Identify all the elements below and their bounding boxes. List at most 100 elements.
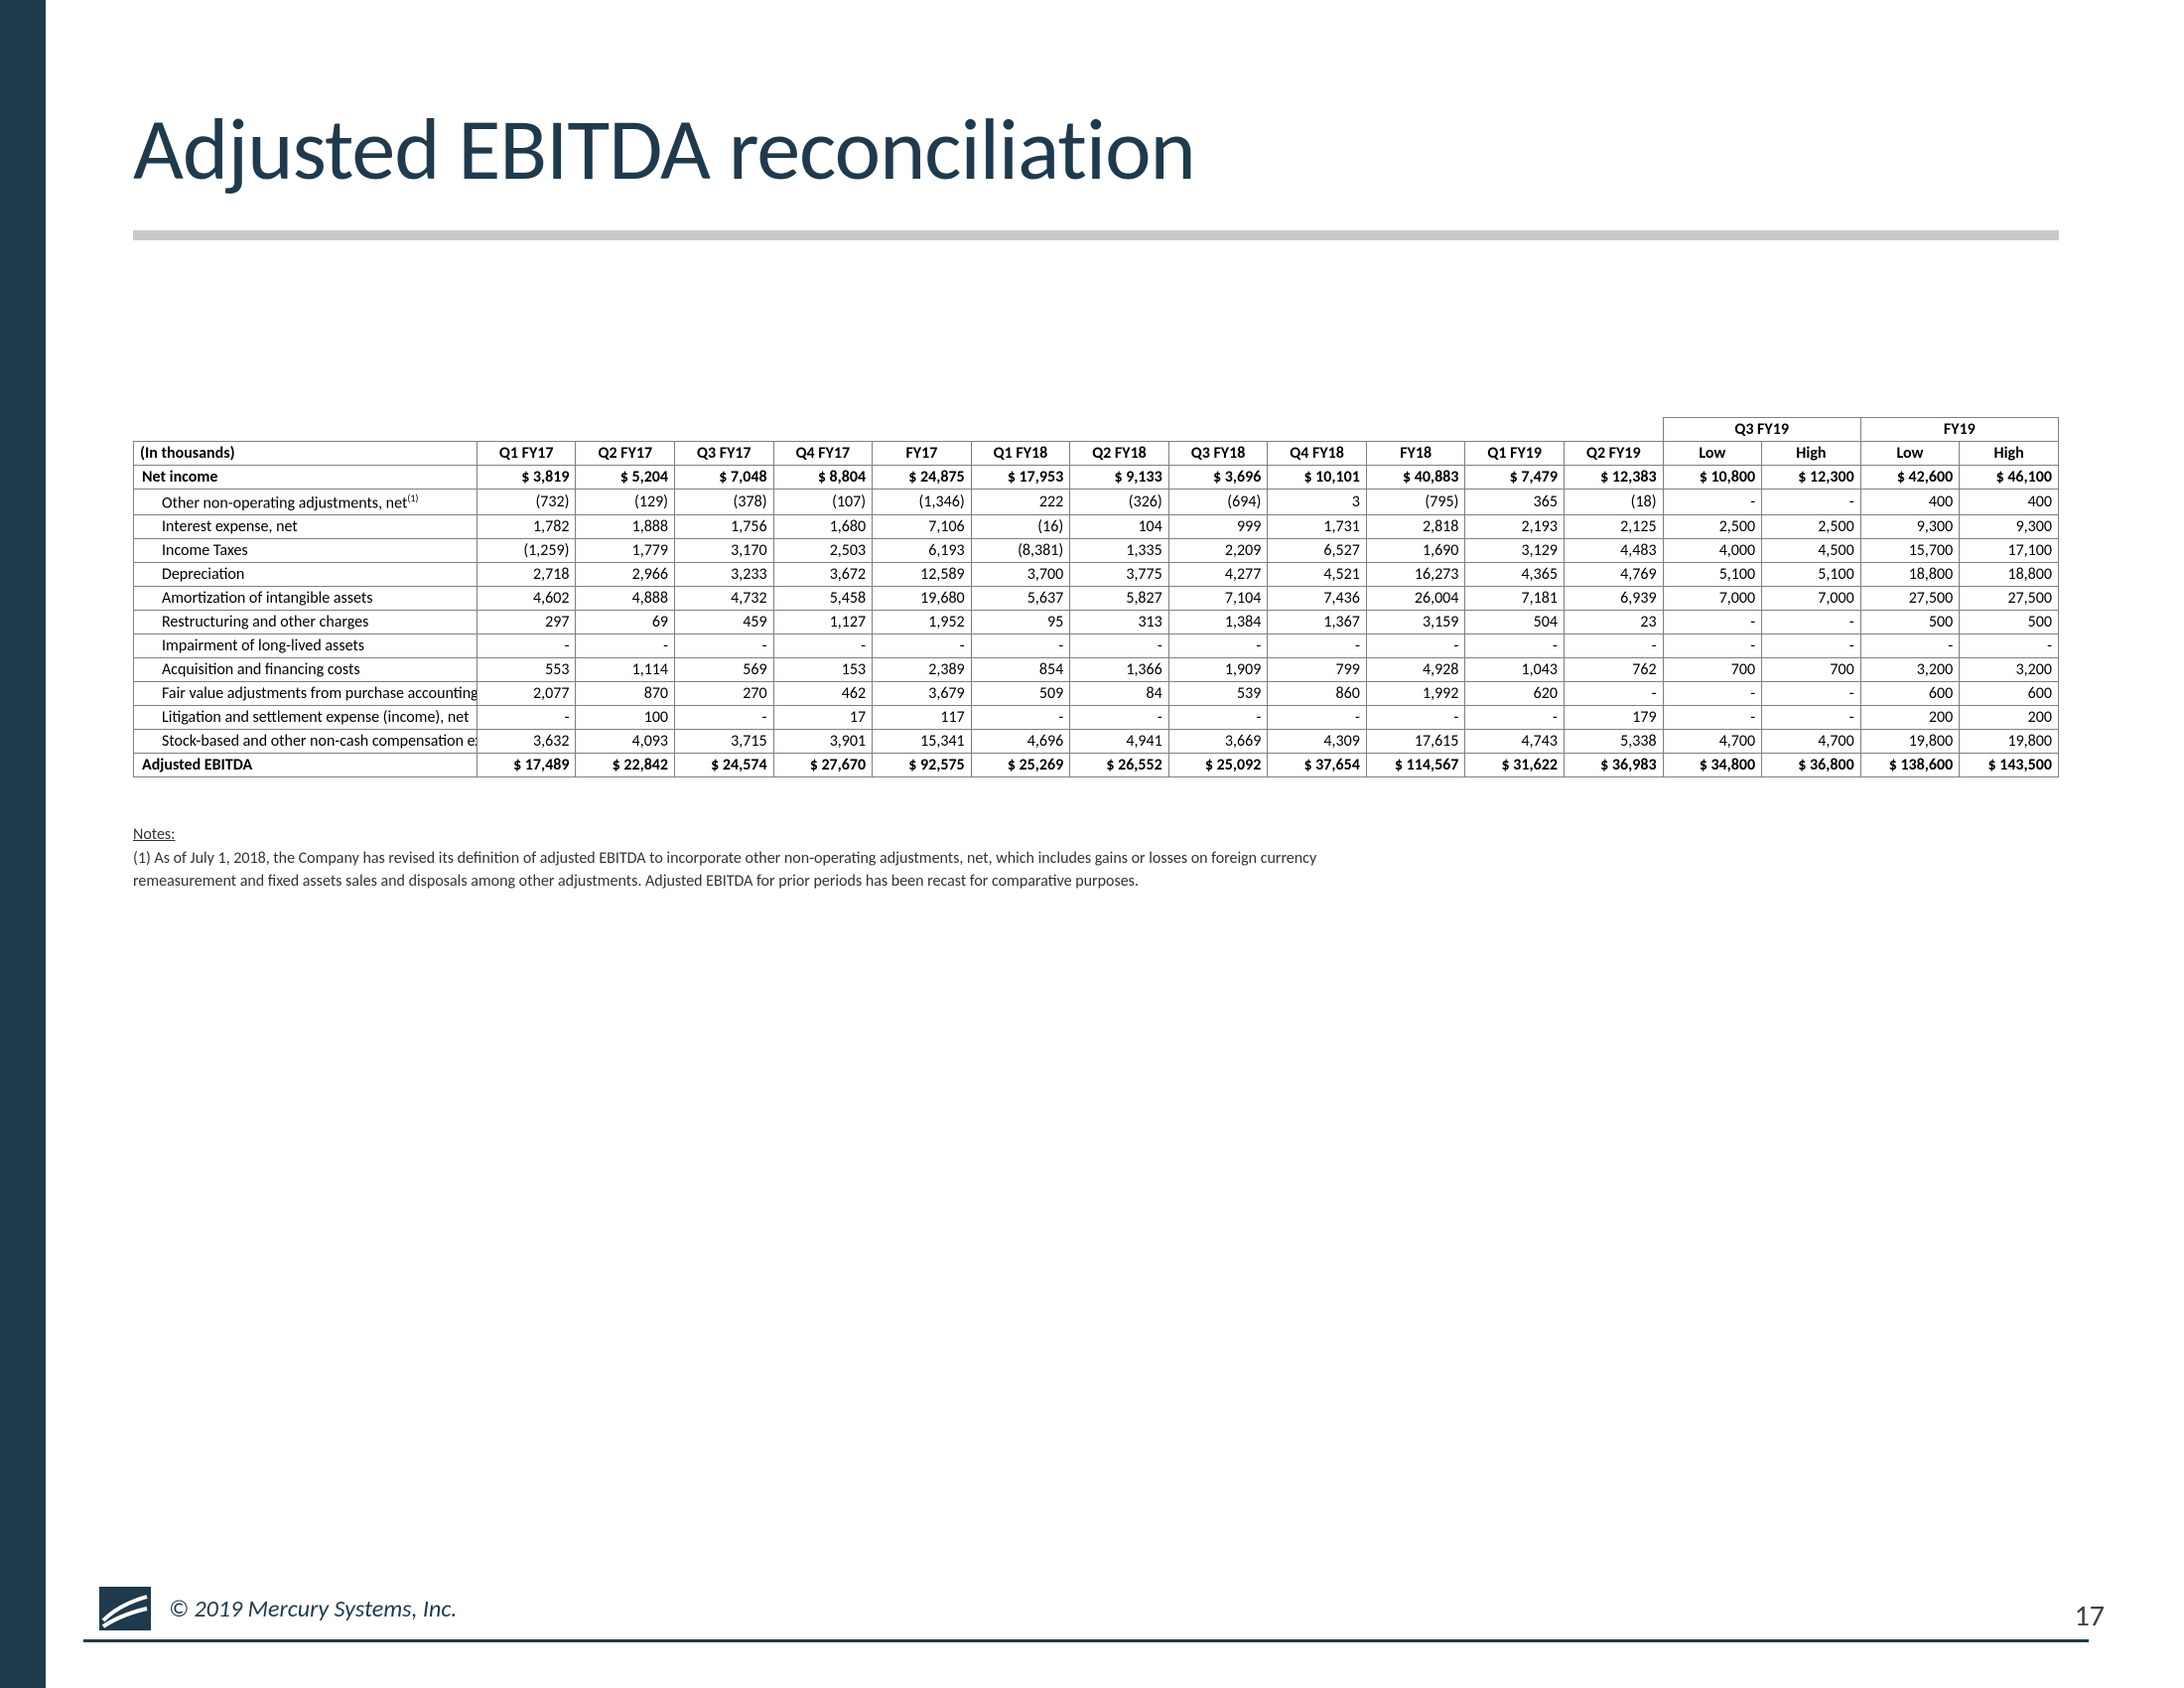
table-cell: 799 xyxy=(1268,658,1367,682)
table-cell: 3,679 xyxy=(873,682,972,706)
table-cell: - xyxy=(1070,634,1169,658)
table-row: Other non-operating adjustments, net(1)(… xyxy=(134,490,2059,515)
table-cell: 1,690 xyxy=(1366,539,1465,563)
column-header: Low xyxy=(1663,442,1762,466)
table-cell: 462 xyxy=(773,682,873,706)
table-cell: 1,779 xyxy=(576,539,675,563)
table-cell: $ 114,567 xyxy=(1366,754,1465,777)
row-label: Impairment of long-lived assets xyxy=(134,634,478,658)
table-cell: $ 138,600 xyxy=(1860,754,1960,777)
table-cell: - xyxy=(1762,490,1861,515)
table-cell: 4,500 xyxy=(1762,539,1861,563)
table-cell: (326) xyxy=(1070,490,1169,515)
table-cell: 4,696 xyxy=(971,730,1070,754)
table-cell: 5,100 xyxy=(1663,563,1762,587)
table-row: Litigation and settlement expense (incom… xyxy=(134,706,2059,730)
table-cell: $ 26,552 xyxy=(1070,754,1169,777)
column-header: Q2 FY17 xyxy=(576,442,675,466)
table-cell: 1,367 xyxy=(1268,611,1367,634)
table-row: Impairment of long-lived assets---------… xyxy=(134,634,2059,658)
row-label: Restructuring and other charges xyxy=(134,611,478,634)
table-cell: 3,672 xyxy=(773,563,873,587)
table-row: Interest expense, net1,7821,8881,7561,68… xyxy=(134,515,2059,539)
table-cell: 2,193 xyxy=(1465,515,1565,539)
table-cell: - xyxy=(1268,634,1367,658)
table-cell: - xyxy=(1860,634,1960,658)
company-logo-icon xyxy=(99,1587,151,1630)
table-cell: (1,346) xyxy=(873,490,972,515)
table-cell: 4,732 xyxy=(675,587,774,611)
table-cell: 153 xyxy=(773,658,873,682)
table-cell: 553 xyxy=(477,658,576,682)
table-cell: 1,952 xyxy=(873,611,972,634)
table-cell: 3,129 xyxy=(1465,539,1565,563)
table-cell: 854 xyxy=(971,658,1070,682)
table-row: Amortization of intangible assets4,6024,… xyxy=(134,587,2059,611)
table-cell: 2,500 xyxy=(1762,515,1861,539)
column-group-header: Q3 FY19 xyxy=(1663,418,1860,442)
table-cell: $ 40,883 xyxy=(1366,466,1465,490)
table-cell: 500 xyxy=(1860,611,1960,634)
table-cell: 539 xyxy=(1168,682,1268,706)
table-cell: 4,700 xyxy=(1762,730,1861,754)
table-cell: 4,309 xyxy=(1268,730,1367,754)
table-cell: 6,193 xyxy=(873,539,972,563)
table-cell: - xyxy=(971,706,1070,730)
table-cell: - xyxy=(1268,706,1367,730)
table-cell: $ 12,300 xyxy=(1762,466,1861,490)
table-cell: - xyxy=(675,706,774,730)
table-cell: 5,458 xyxy=(773,587,873,611)
table-cell: 5,338 xyxy=(1564,730,1663,754)
table-cell: 4,483 xyxy=(1564,539,1663,563)
table-cell: 313 xyxy=(1070,611,1169,634)
table-cell: 1,992 xyxy=(1366,682,1465,706)
table-cell: 3,700 xyxy=(971,563,1070,587)
table-cell: 4,000 xyxy=(1663,539,1762,563)
table-cell: 9,300 xyxy=(1960,515,2059,539)
table-cell: 3 xyxy=(1268,490,1367,515)
table-cell: 3,200 xyxy=(1860,658,1960,682)
table-cell: 2,500 xyxy=(1663,515,1762,539)
table-cell: 7,436 xyxy=(1268,587,1367,611)
table-cell: 19,680 xyxy=(873,587,972,611)
table-cell: - xyxy=(1168,706,1268,730)
table-row: Net income$ 3,819$ 5,204$ 7,048$ 8,804$ … xyxy=(134,466,2059,490)
table-cell: - xyxy=(1762,682,1861,706)
table-cell: 3,200 xyxy=(1960,658,2059,682)
table-cell: (8,381) xyxy=(971,539,1070,563)
table-cell: - xyxy=(1762,611,1861,634)
table-cell: $ 5,204 xyxy=(576,466,675,490)
column-header: High xyxy=(1960,442,2059,466)
table-cell: 2,125 xyxy=(1564,515,1663,539)
table-cell: 4,928 xyxy=(1366,658,1465,682)
table-cell: 19,800 xyxy=(1860,730,1960,754)
table-cell: $ 17,953 xyxy=(971,466,1070,490)
table-cell: 1,731 xyxy=(1268,515,1367,539)
table-cell: $ 46,100 xyxy=(1960,466,2059,490)
table-cell: 3,159 xyxy=(1366,611,1465,634)
table-cell: 179 xyxy=(1564,706,1663,730)
table-cell: - xyxy=(971,634,1070,658)
table-cell: 15,341 xyxy=(873,730,972,754)
table-cell: $ 34,800 xyxy=(1663,754,1762,777)
table-cell: 1,888 xyxy=(576,515,675,539)
table-cell: $ 8,804 xyxy=(773,466,873,490)
table-cell: (795) xyxy=(1366,490,1465,515)
column-header: High xyxy=(1762,442,1861,466)
column-header: FY18 xyxy=(1366,442,1465,466)
row-label: Amortization of intangible assets xyxy=(134,587,478,611)
table-cell: - xyxy=(1762,706,1861,730)
table-cell: 16,273 xyxy=(1366,563,1465,587)
table-cell: 100 xyxy=(576,706,675,730)
table-cell: 4,602 xyxy=(477,587,576,611)
table-cell: $ 7,048 xyxy=(675,466,774,490)
table-cell: - xyxy=(675,634,774,658)
table-cell: (18) xyxy=(1564,490,1663,515)
table-cell: 2,718 xyxy=(477,563,576,587)
table-cell: 365 xyxy=(1465,490,1565,515)
table-cell: 4,888 xyxy=(576,587,675,611)
table-cell: 200 xyxy=(1860,706,1960,730)
table-cell: 504 xyxy=(1465,611,1565,634)
table-cell: $ 36,800 xyxy=(1762,754,1861,777)
column-header: Q1 FY19 xyxy=(1465,442,1565,466)
